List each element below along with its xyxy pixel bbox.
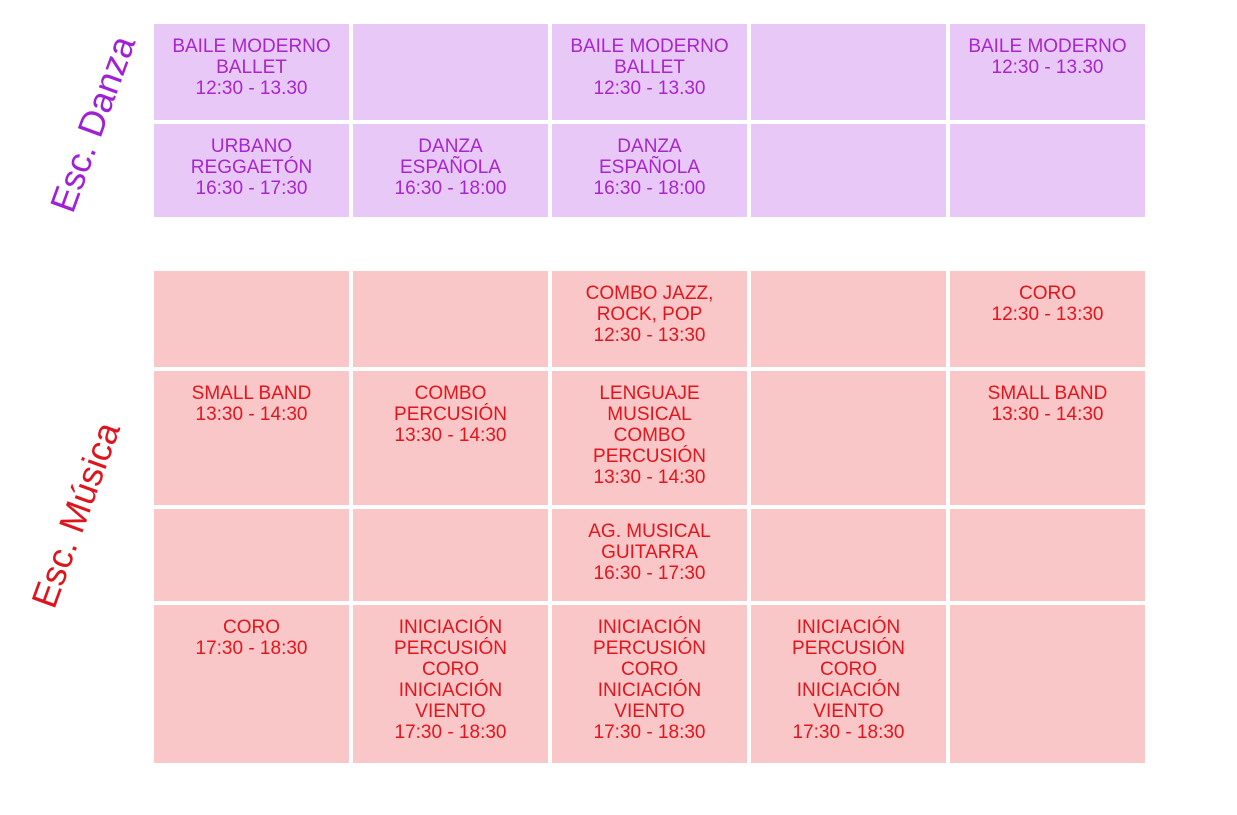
musica-schedule-cell: [353, 271, 548, 367]
class-text-line: 16:30 - 17:30: [195, 178, 308, 199]
musica-schedule-cell: [950, 605, 1145, 763]
class-text-line: 13:30 - 14:30: [593, 467, 706, 488]
musica-section-label: Esc. Música: [23, 416, 128, 614]
danza-section-label: Esc. Danza: [41, 30, 144, 218]
danza-schedule-cell: DANZA ESPAÑOLA 16:30 - 18:00: [552, 124, 747, 217]
danza-schedule-cell: BAILE MODERNO 12:30 - 13.30: [950, 24, 1145, 120]
class-text-line: 17:30 - 18:30: [593, 722, 706, 743]
class-text-line: 16:30 - 18:00: [394, 178, 507, 199]
class-text-line: CORO: [820, 659, 877, 680]
musica-schedule-cell: [751, 271, 946, 367]
class-text-line: VIENTO: [813, 701, 884, 722]
class-text-line: INICIACIÓN: [796, 617, 901, 638]
class-text-line: COMBO JAZZ,: [585, 283, 714, 304]
class-text-line: 12:30 - 13.30: [991, 57, 1104, 78]
class-text-line: DANZA: [617, 136, 682, 157]
class-text-line: 13:30 - 14:30: [195, 404, 308, 425]
class-text-line: SMALL BAND: [987, 383, 1108, 404]
musica-schedule-cell: [154, 271, 349, 367]
class-text-line: ESPAÑOLA: [399, 157, 502, 178]
class-text-line: 12:30 - 13:30: [991, 304, 1104, 325]
class-text-line: COMBO: [613, 425, 686, 446]
class-text-line: DANZA: [418, 136, 483, 157]
musica-schedule-cell: INICIACIÓN PERCUSIÓN CORO INICIACIÓN VIENTO 1…: [751, 605, 946, 763]
class-text-line: REGGAETÓN: [190, 157, 313, 178]
class-text-line: INICIACIÓN: [597, 617, 702, 638]
class-text-line: PERCUSIÓN: [593, 638, 706, 659]
musica-schedule-grid: COMBO JAZZ, ROCK, POP 12:30 - 13:30 CORO 12:…: [154, 271, 1145, 763]
class-text-line: GUITARRA: [601, 542, 698, 563]
class-text-line: 12:30 - 13.30: [195, 78, 308, 99]
musica-schedule-cell: SMALL BAND 13:30 - 14:30: [154, 371, 349, 505]
class-text-line: INICIACIÓN: [597, 680, 702, 701]
class-text-line: PERCUSIÓN: [394, 638, 507, 659]
class-text-line: 17:30 - 18:30: [195, 638, 308, 659]
danza-schedule-cell: [751, 24, 946, 120]
danza-schedule-grid: BAILE MODERNO BALLET 12:30 - 13.30 BAILE MO…: [154, 24, 1145, 217]
musica-schedule-cell: LENGUAJE MUSICAL COMBO PERCUSIÓN 13:30 - 14:…: [552, 371, 747, 505]
class-text-line: BAILE MODERNO: [968, 36, 1127, 57]
class-text-line: CORO: [422, 659, 479, 680]
class-text-line: MUSICAL: [607, 404, 692, 425]
musica-schedule-cell: [154, 509, 349, 601]
class-text-line: INICIACIÓN: [398, 680, 503, 701]
class-text-line: BAILE MODERNO: [172, 36, 331, 57]
class-text-line: PERCUSIÓN: [394, 404, 507, 425]
class-text-line: VIENTO: [415, 701, 486, 722]
danza-schedule-cell: BAILE MODERNO BALLET 12:30 - 13.30: [154, 24, 349, 120]
class-text-line: VIENTO: [614, 701, 685, 722]
class-text-line: 16:30 - 18:00: [593, 178, 706, 199]
class-text-line: 12:30 - 13:30: [593, 325, 706, 346]
musica-schedule-cell: [751, 509, 946, 601]
musica-schedule-cell: [751, 371, 946, 505]
class-text-line: CORO: [1019, 283, 1076, 304]
musica-schedule-cell: INICIACIÓN PERCUSIÓN CORO INICIACIÓN VIENTO 1…: [353, 605, 548, 763]
class-text-line: LENGUAJE: [599, 383, 700, 404]
danza-schedule-cell: URBANO REGGAETÓN 16:30 - 17:30: [154, 124, 349, 217]
musica-schedule-cell: INICIACIÓN PERCUSIÓN CORO INICIACIÓN VIENTO 1…: [552, 605, 747, 763]
class-text-line: CORO: [621, 659, 678, 680]
class-text-line: 13:30 - 14:30: [991, 404, 1104, 425]
class-text-line: URBANO: [210, 136, 293, 157]
danza-schedule-cell: [353, 24, 548, 120]
class-text-line: 12:30 - 13.30: [593, 78, 706, 99]
class-text-line: SMALL BAND: [191, 383, 312, 404]
class-text-line: INICIACIÓN: [398, 617, 503, 638]
musica-schedule-cell: CORO 17:30 - 18:30: [154, 605, 349, 763]
musica-schedule-cell: SMALL BAND 13:30 - 14:30: [950, 371, 1145, 505]
class-text-line: PERCUSIÓN: [792, 638, 905, 659]
danza-schedule-cell: [751, 124, 946, 217]
class-text-line: INICIACIÓN: [796, 680, 901, 701]
musica-schedule-cell: CORO 12:30 - 13:30: [950, 271, 1145, 367]
danza-schedule-cell: BAILE MODERNO BALLET 12:30 - 13.30: [552, 24, 747, 120]
danza-schedule-cell: [950, 124, 1145, 217]
class-text-line: BALLET: [614, 57, 685, 78]
musica-schedule-cell: [950, 509, 1145, 601]
class-text-line: ROCK, POP: [596, 304, 703, 325]
class-text-line: ESPAÑOLA: [598, 157, 701, 178]
musica-schedule-cell: [353, 509, 548, 601]
class-text-line: 16:30 - 17:30: [593, 563, 706, 584]
class-text-line: 13:30 - 14:30: [394, 425, 507, 446]
class-text-line: CORO: [223, 617, 280, 638]
musica-schedule-cell: COMBO PERCUSIÓN 13:30 - 14:30: [353, 371, 548, 505]
class-text-line: COMBO: [414, 383, 487, 404]
class-text-line: AG. MUSICAL: [588, 521, 711, 542]
musica-schedule-cell: AG. MUSICAL GUITARRA 16:30 - 17:30: [552, 509, 747, 601]
class-text-line: 17:30 - 18:30: [792, 722, 905, 743]
class-text-line: PERCUSIÓN: [593, 446, 706, 467]
danza-schedule-cell: DANZA ESPAÑOLA 16:30 - 18:00: [353, 124, 548, 217]
class-text-line: BAILE MODERNO: [570, 36, 729, 57]
musica-schedule-cell: COMBO JAZZ, ROCK, POP 12:30 - 13:30: [552, 271, 747, 367]
class-text-line: BALLET: [216, 57, 287, 78]
class-text-line: 17:30 - 18:30: [394, 722, 507, 743]
